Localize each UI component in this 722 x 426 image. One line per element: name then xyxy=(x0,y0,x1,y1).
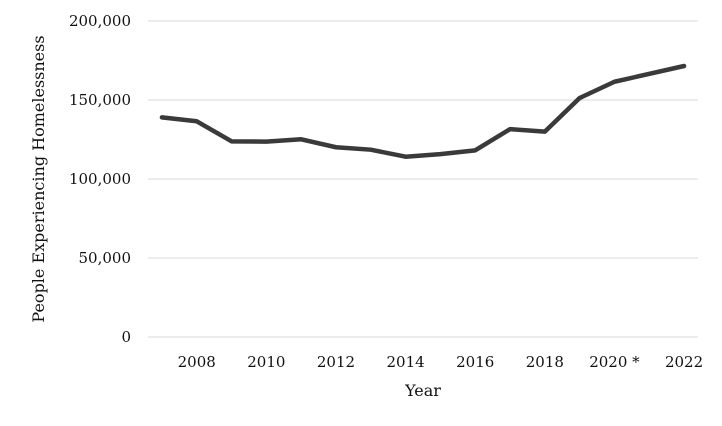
x-tick-label: 2016 xyxy=(456,353,494,371)
y-tick-label: 0 xyxy=(121,328,131,346)
series-line xyxy=(159,63,687,159)
x-tick-label: 2022 xyxy=(665,353,703,371)
y-tick-label: 100,000 xyxy=(69,170,131,188)
x-tick-label: 2012 xyxy=(317,353,355,371)
x-axis-title: Year xyxy=(404,381,441,400)
y-axis-title: People Experiencing Homelessness xyxy=(29,35,48,322)
y-tick-label: 150,000 xyxy=(69,91,131,109)
x-tick-label: 2008 xyxy=(178,353,216,371)
y-axis-ticks: 0 50,000 100,000 150,000 200,000 xyxy=(69,12,131,346)
x-axis-ticks: 2008 2010 2012 2014 2016 2018 2020 * 2022 xyxy=(178,353,704,371)
y-tick-label: 200,000 xyxy=(69,12,131,30)
x-tick-label: 2014 xyxy=(387,353,425,371)
x-tick-label: 2010 xyxy=(247,353,285,371)
x-tick-label: 2020 * xyxy=(589,353,640,371)
gridlines xyxy=(148,20,698,338)
x-tick-label: 2018 xyxy=(526,353,564,371)
y-tick-label: 50,000 xyxy=(79,249,132,267)
series-lines xyxy=(159,63,687,159)
